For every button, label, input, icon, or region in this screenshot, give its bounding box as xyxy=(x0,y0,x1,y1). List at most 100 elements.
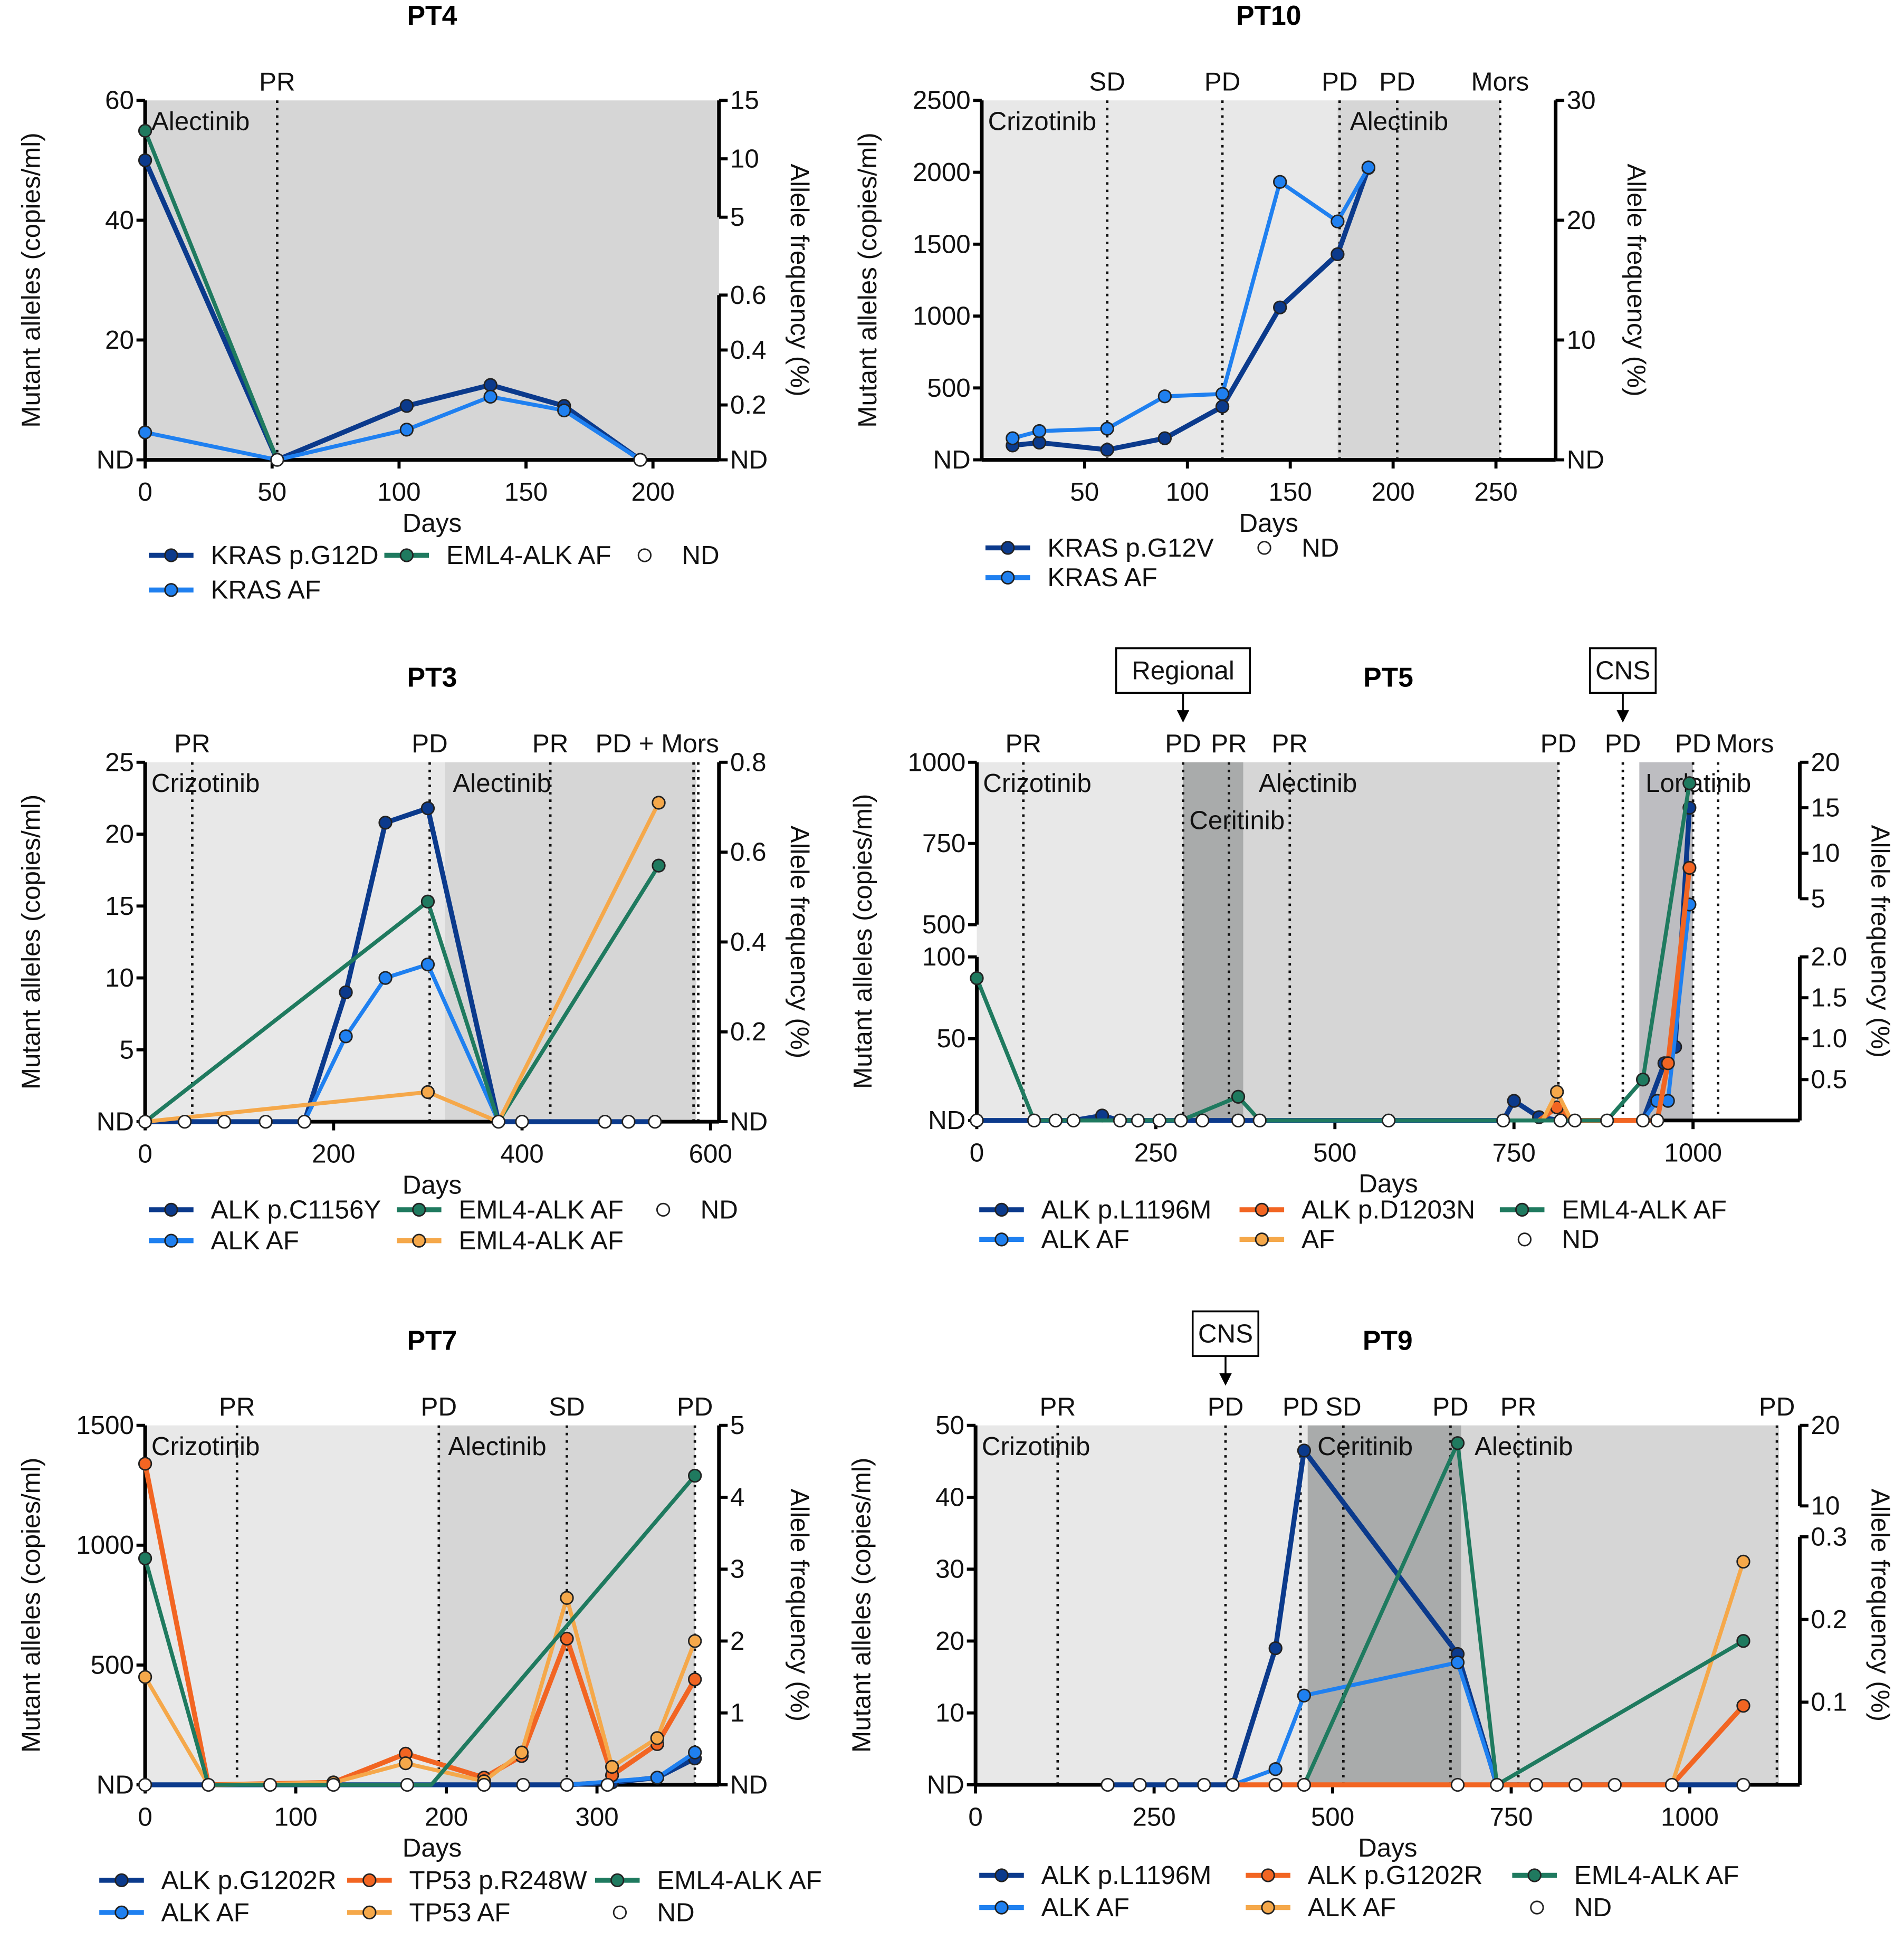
nd-point xyxy=(1496,1113,1510,1127)
legend-item: ND xyxy=(1257,533,1339,562)
legend-label: ALK AF xyxy=(1308,1893,1396,1922)
nd-point xyxy=(633,453,647,467)
nd-point xyxy=(297,1114,312,1129)
legend-marker-icon xyxy=(114,1873,129,1888)
x-tick-label: 100 xyxy=(274,1803,317,1832)
response-label: PR xyxy=(1500,1392,1537,1421)
nd-point xyxy=(1600,1113,1614,1127)
x-axis-label: Days xyxy=(403,509,462,538)
y-tick-label: ND xyxy=(927,1770,964,1799)
legend-marker-icon xyxy=(362,1905,377,1920)
series-line-eml4-alk-af xyxy=(145,801,661,1124)
data-point xyxy=(339,1029,353,1044)
data-point xyxy=(1361,160,1375,175)
legend-label: ALK p.C1156Y xyxy=(211,1195,381,1224)
y2-axis-label: Allele frequency (%) xyxy=(785,164,814,396)
y2-tick-label: 20 xyxy=(1811,1411,1840,1440)
y2-tick-label: ND xyxy=(1567,445,1604,474)
y-tick-label: 750 xyxy=(922,829,965,858)
data-point xyxy=(399,399,414,413)
treatment-shading xyxy=(145,100,719,460)
legend-marker-icon xyxy=(1001,541,1015,555)
data-point xyxy=(1450,1436,1465,1450)
series-line-eml4-alk-af xyxy=(1302,1441,1745,1787)
response-label: PD xyxy=(421,1392,457,1421)
y-tick-label: ND xyxy=(933,445,970,474)
legend-marker-icon xyxy=(164,1202,178,1217)
nd-point xyxy=(477,1777,491,1792)
legend-marker-icon xyxy=(1255,1232,1269,1247)
data-point xyxy=(1635,1073,1650,1087)
legend-label: ND xyxy=(682,541,719,570)
y2-axis-label: Allele frequency (%) xyxy=(1866,1489,1895,1722)
y2-tick-label: ND xyxy=(730,1770,768,1799)
y2-tick-label: 1 xyxy=(730,1698,744,1727)
nd-point xyxy=(1048,1113,1063,1127)
y2-tick-label: 20 xyxy=(1567,206,1596,235)
legend-item: TP53 p.R248W xyxy=(347,1866,587,1895)
response-label: PD xyxy=(1379,67,1415,96)
x-tick-label: 50 xyxy=(257,477,286,506)
y-tick-label: 5 xyxy=(120,1035,134,1064)
response-label: PD xyxy=(677,1392,713,1421)
drug-label: Alectinib xyxy=(1350,107,1448,136)
legend-label: ND xyxy=(1562,1225,1599,1254)
nd-point xyxy=(621,1114,636,1129)
y-tick-label: 1500 xyxy=(76,1411,134,1440)
y-axis-label: Mutant alleles (copies/ml) xyxy=(853,132,882,427)
drug-label: Ceritinib xyxy=(1317,1432,1413,1461)
legend-label: EML4-ALK AF xyxy=(458,1226,624,1255)
legend-item: ALK AF xyxy=(1246,1893,1396,1922)
y2-tick-label: 0.1 xyxy=(1811,1688,1848,1717)
nd-point xyxy=(1165,1777,1179,1792)
chart-title: PT5 xyxy=(1363,662,1413,693)
data-point xyxy=(560,1591,574,1605)
data-point xyxy=(138,1551,152,1565)
legend-item: ND xyxy=(1517,1225,1600,1254)
panel-pt3: Crizotinib Alectinib PR PD PR PD + Mors 0 200 40… xyxy=(16,662,814,1256)
nd-point xyxy=(1226,1777,1240,1792)
data-point xyxy=(687,1468,702,1483)
y2-tick-label: 0.6 xyxy=(730,838,767,867)
legend-marker-icon xyxy=(610,1873,625,1888)
nd-marker-icon xyxy=(1257,541,1271,555)
nd-point xyxy=(1113,1113,1127,1127)
legend-label: ALK AF xyxy=(1041,1893,1130,1922)
drug-label: Lorlatinib xyxy=(1645,769,1751,798)
data-point xyxy=(420,1085,435,1099)
legend-marker-icon xyxy=(1261,1868,1275,1882)
legend-item: ND xyxy=(656,1195,738,1224)
data-point xyxy=(1006,431,1020,445)
response-label: PD xyxy=(1165,729,1201,758)
drug-label: Crizotinib xyxy=(151,769,260,798)
drug-label: Alectinib xyxy=(448,1432,546,1461)
y2-tick-label: 5 xyxy=(730,1411,744,1440)
x-tick-label: 1000 xyxy=(1661,1803,1719,1832)
nd-point xyxy=(1131,1113,1145,1127)
nd-point xyxy=(1608,1777,1622,1792)
x-tick-label: 0 xyxy=(968,1803,982,1832)
drug-label: Alectinib xyxy=(453,769,551,798)
data-point xyxy=(970,971,984,986)
x-tick-label: 150 xyxy=(504,477,548,506)
y-tick-label: 20 xyxy=(105,820,134,849)
x-tick-label: 150 xyxy=(1269,477,1312,506)
x-tick-label: 100 xyxy=(1166,477,1209,506)
legend-item: ALK AF xyxy=(149,1226,299,1255)
response-label: Mors xyxy=(1471,67,1529,96)
nd-point xyxy=(1152,1113,1166,1127)
x-tick-label: 400 xyxy=(500,1140,543,1169)
y2-tick-label: 2.0 xyxy=(1811,942,1848,971)
nd-point xyxy=(270,453,284,467)
data-point xyxy=(687,1634,702,1648)
chart-title: PT7 xyxy=(407,1325,457,1355)
y2-tick-label: 2 xyxy=(730,1627,744,1656)
nd-point xyxy=(1736,1777,1750,1792)
data-point xyxy=(1268,1641,1283,1656)
y2-tick-label: 0.2 xyxy=(730,1017,767,1046)
legend-label: KRAS AF xyxy=(1047,563,1157,592)
y2-tick-label: ND xyxy=(730,1107,768,1136)
y-tick-label: 500 xyxy=(91,1650,134,1679)
legend-item: ALK AF xyxy=(979,1893,1130,1922)
data-point xyxy=(138,1670,152,1684)
